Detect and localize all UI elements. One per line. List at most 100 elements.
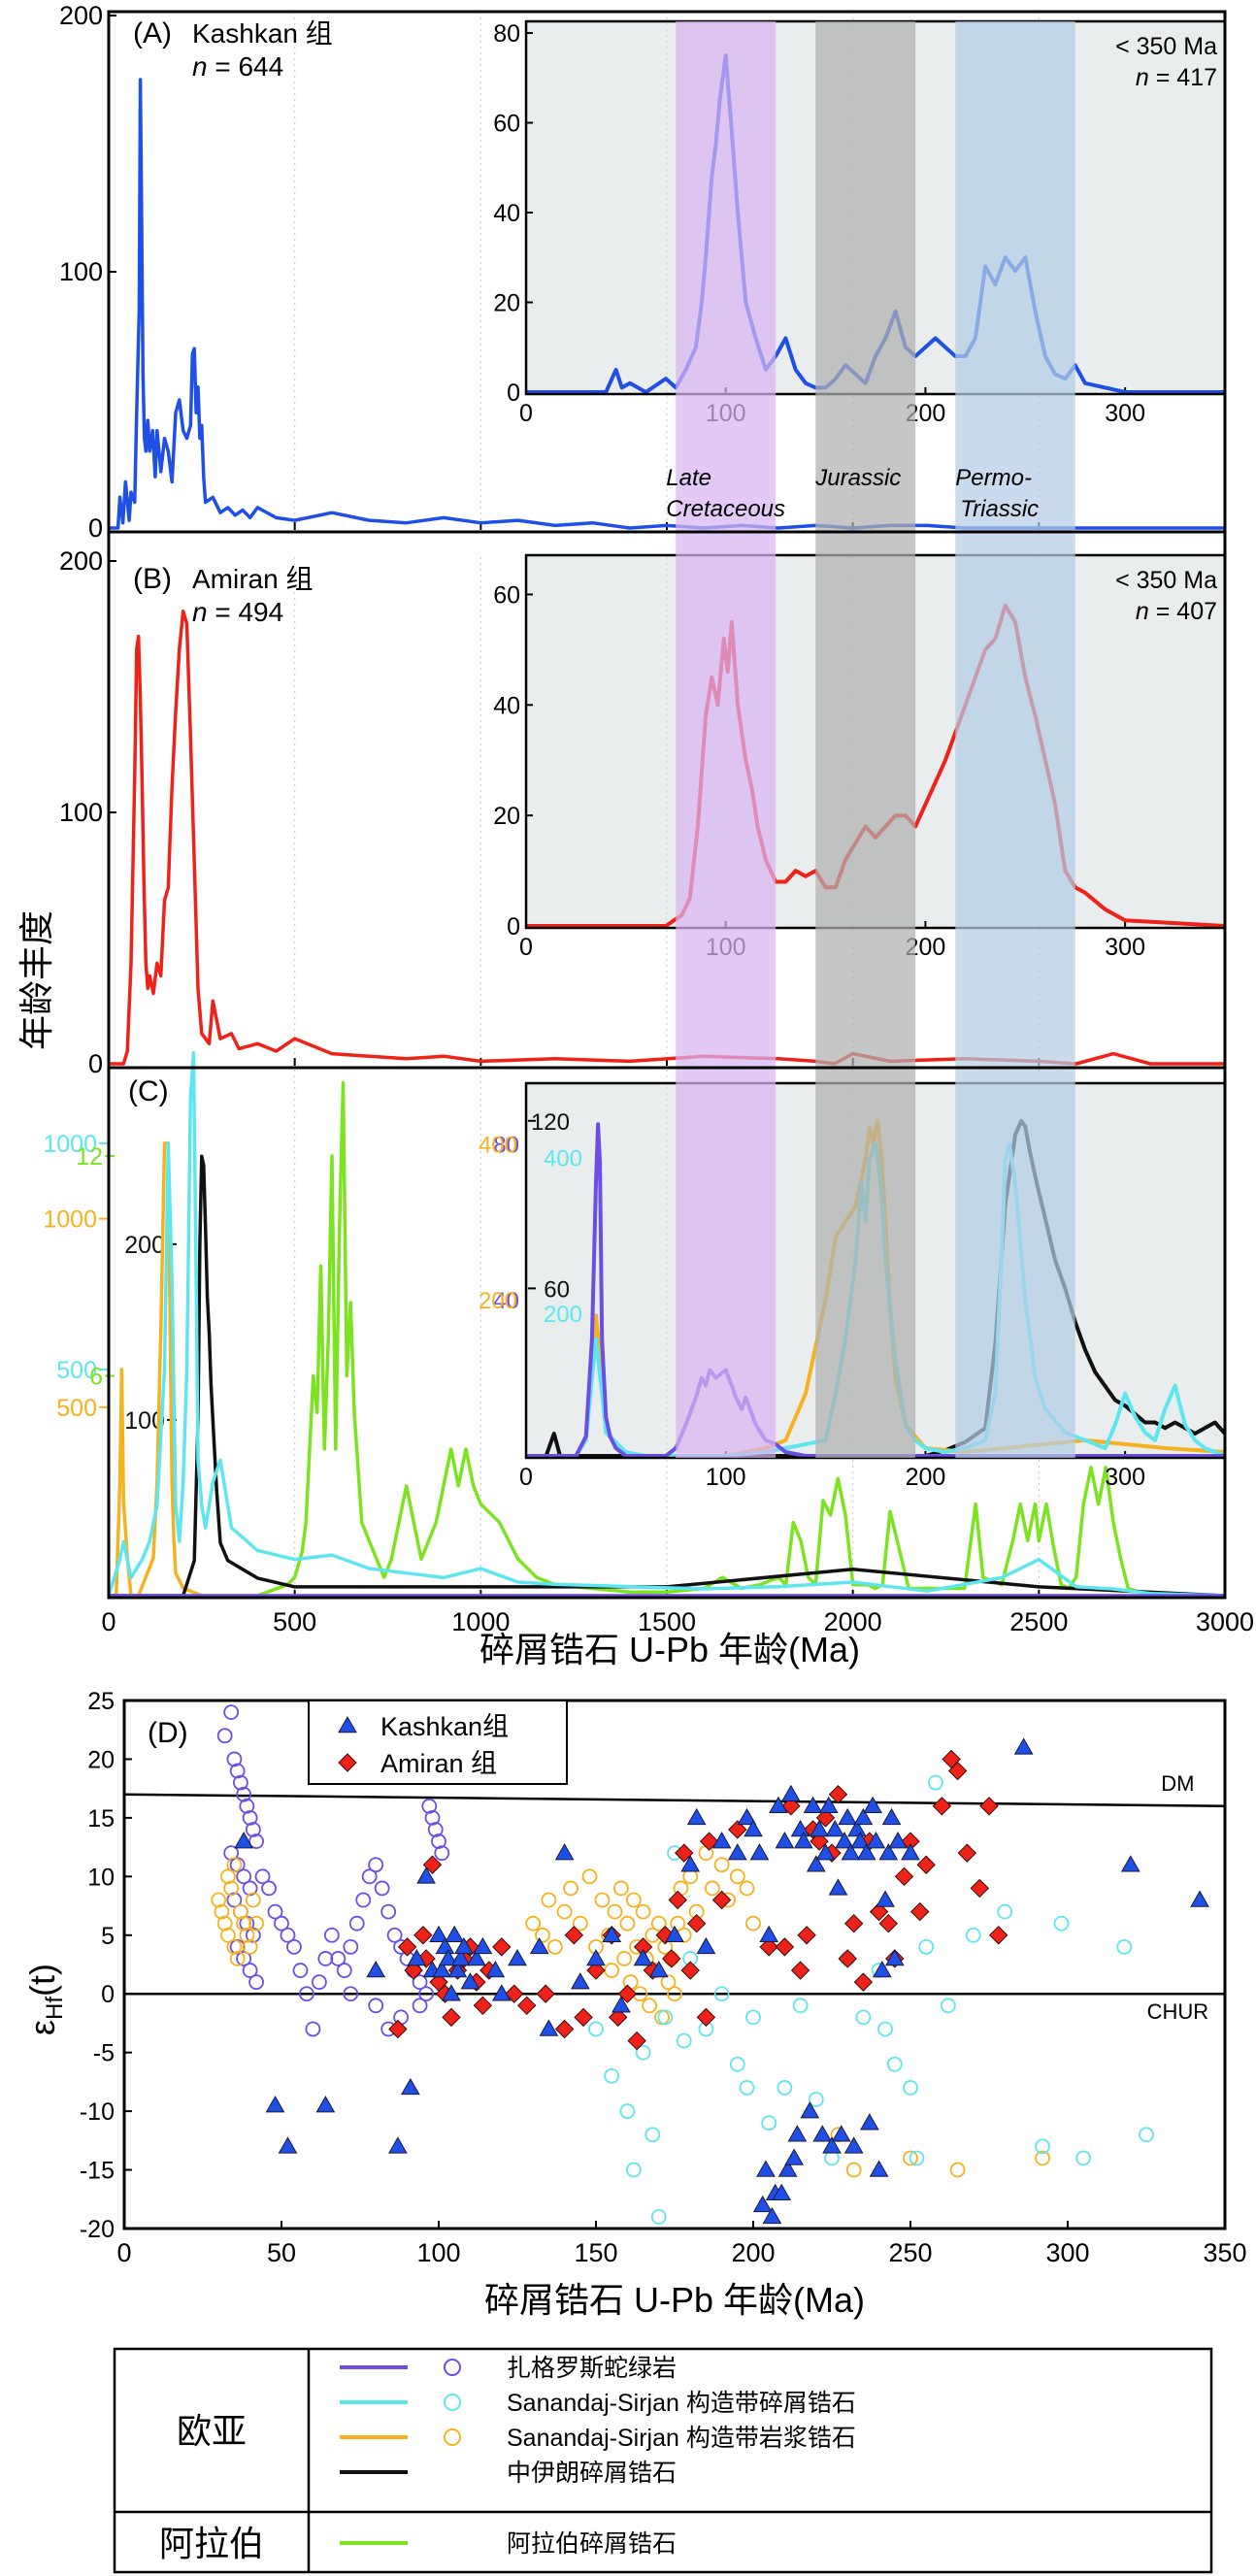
data-point — [581, 1868, 598, 1885]
reference-line-label: CHUR — [1147, 1999, 1209, 2024]
data-point — [853, 1807, 874, 1826]
data-point — [299, 1986, 314, 2002]
data-point — [226, 1938, 243, 1955]
data-point — [226, 1751, 243, 1767]
data-point — [424, 1809, 441, 1826]
data-point — [787, 2125, 808, 2142]
data-point — [790, 1961, 810, 1980]
data-point — [211, 1892, 227, 1908]
data-point — [445, 1925, 465, 1943]
data-point — [380, 1903, 397, 1920]
data-point — [744, 1819, 763, 1837]
y-tick-label: -20 — [80, 2216, 115, 2243]
data-point — [866, 1832, 886, 1849]
inset-y-tick-label: 120 — [531, 1109, 570, 1136]
data-point — [853, 1972, 874, 1992]
data-point — [220, 1868, 236, 1885]
data-point — [412, 1974, 428, 1991]
data-point — [619, 1915, 636, 1932]
data-point — [556, 1903, 573, 1920]
legend-entry-label: 阿拉伯碎屑锆石 — [507, 2530, 677, 2558]
data-point — [650, 2209, 667, 2225]
data-point — [729, 2056, 745, 2072]
y-tick-label: 500 — [56, 1357, 97, 1384]
scatter-legend-label: Amiran 组 — [380, 1749, 497, 1778]
data-point — [810, 1819, 829, 1837]
data-point — [818, 1796, 839, 1814]
data-point — [242, 1809, 258, 1826]
data-point — [460, 1972, 480, 1990]
data-point — [940, 1998, 956, 2014]
data-point — [762, 2206, 782, 2225]
data-point — [397, 1937, 417, 1957]
inset-x-tick-label: 100 — [706, 1464, 746, 1491]
data-point — [429, 1925, 448, 1943]
data-point — [878, 1913, 899, 1933]
data-point — [903, 2150, 918, 2166]
data-point — [949, 2162, 966, 2178]
data-point — [970, 1878, 989, 1899]
data-point — [699, 1832, 719, 1851]
data-point — [234, 1832, 253, 1849]
data-point — [613, 1880, 629, 1897]
data-point — [660, 1974, 677, 1991]
data-point — [315, 2096, 336, 2113]
y-tick-label: -15 — [80, 2158, 115, 2185]
inset-y-tick-label: 60 — [493, 581, 520, 609]
data-point — [248, 1974, 264, 1991]
data-point — [223, 1704, 240, 1720]
data-point — [536, 1984, 555, 2003]
data-point — [220, 1927, 236, 1943]
data-point — [431, 1833, 446, 1849]
y-tick-label: 5 — [101, 1923, 115, 1950]
inset-x-tick-label: 0 — [519, 1464, 533, 1491]
data-point — [229, 1763, 246, 1779]
data-point — [265, 2096, 285, 2113]
x-axis-label: 碎屑锆石 U-Pb 年龄(Ma) — [484, 2280, 865, 2320]
data-point — [759, 1925, 779, 1943]
data-point — [739, 1880, 755, 1897]
inset-y-tick-label: 80 — [493, 20, 520, 48]
data-point — [812, 2125, 833, 2142]
data-point — [863, 1796, 882, 1814]
data-point — [508, 1948, 527, 1966]
data-point — [815, 1843, 836, 1861]
x-tick-label: 0 — [116, 2238, 131, 2267]
data-point — [625, 2162, 642, 2178]
data-point — [872, 1961, 892, 1978]
data-point — [772, 2183, 792, 2200]
data-point — [800, 2101, 820, 2119]
x-tick-label: 2000 — [824, 1607, 882, 1636]
data-point — [280, 1927, 296, 1943]
legend-table-frame — [113, 2347, 1213, 2574]
data-point — [909, 2150, 925, 2166]
data-point — [330, 1951, 347, 1966]
data-point — [248, 1833, 264, 1849]
data-point — [704, 1880, 720, 1897]
data-point — [756, 2160, 776, 2177]
inset-y-tick-label: 40 — [493, 692, 520, 719]
data-point — [348, 1915, 365, 1932]
data-point — [386, 1927, 403, 1943]
data-point — [492, 1937, 512, 1957]
x-tick-label: 500 — [273, 1607, 316, 1636]
data-point — [1035, 2150, 1050, 2166]
data-point — [404, 1961, 423, 1980]
data-point — [473, 1996, 493, 2016]
data-point — [1053, 1915, 1070, 1932]
data-point — [918, 1938, 935, 1955]
data-point — [901, 1843, 920, 1861]
x-tick-label: 300 — [1045, 2238, 1089, 2267]
main-series-line — [109, 1080, 1225, 1598]
legend-circle-swatch — [444, 2359, 461, 2376]
data-point — [368, 1998, 384, 2014]
data-point — [979, 1797, 999, 1816]
data-point — [1035, 2138, 1050, 2155]
data-point — [343, 1986, 359, 2002]
data-point — [635, 1903, 651, 1920]
y-tick-label: 1000 — [43, 1131, 97, 1158]
legend-entry-label: 扎格罗斯蛇绿岩 — [507, 2355, 677, 2382]
x-tick-label: 2500 — [1009, 1607, 1068, 1636]
data-point — [881, 1807, 902, 1826]
data-point — [343, 1938, 359, 1955]
